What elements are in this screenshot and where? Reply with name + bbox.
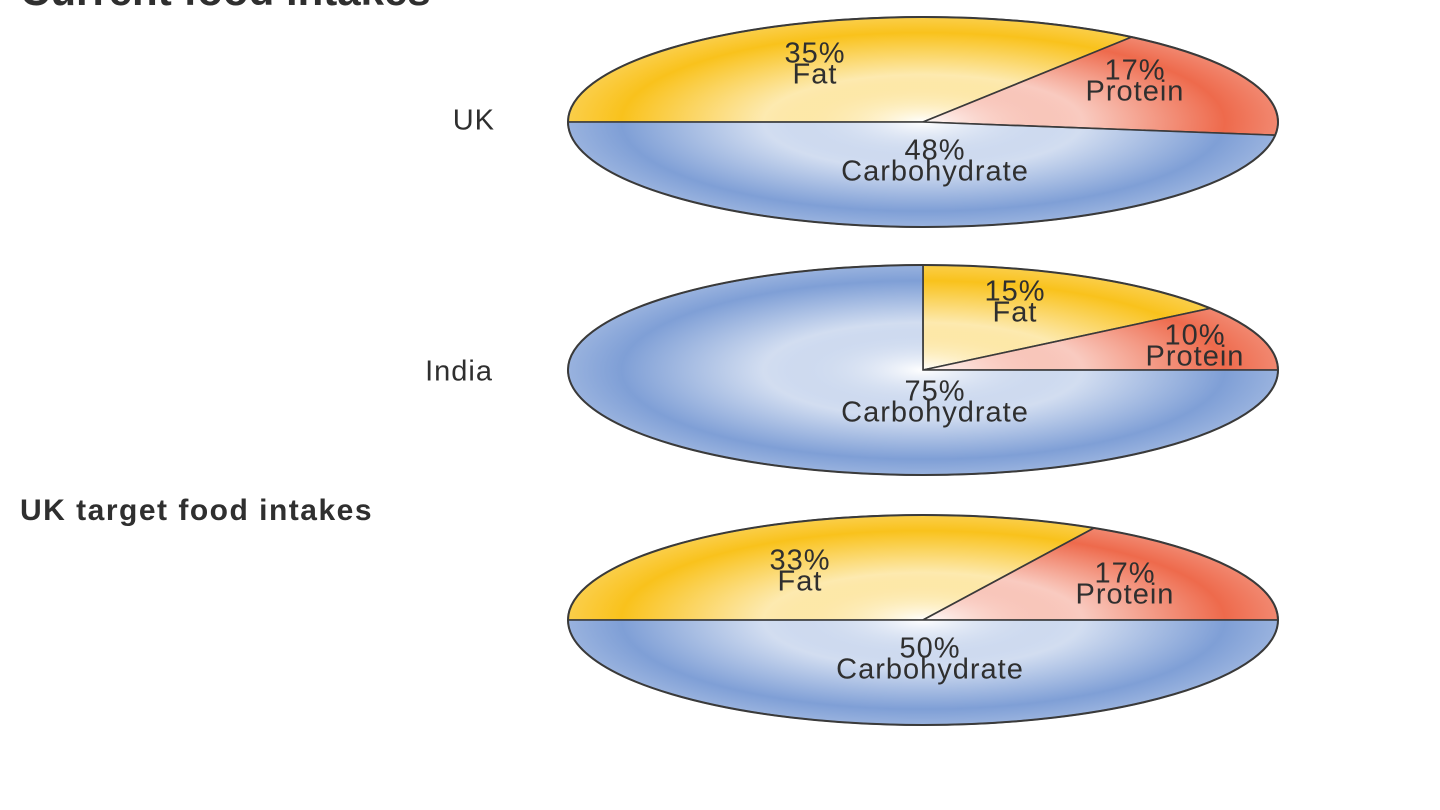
- slice-value-label: 75%: [904, 376, 965, 408]
- slice-value-label: 33%: [769, 545, 830, 577]
- slice-category-label: Protein: [1086, 76, 1185, 108]
- slice-category-label: Fat: [778, 566, 823, 598]
- slice-category-label: Protein: [1076, 579, 1175, 611]
- slice-category-label: Carbohydrate: [841, 397, 1029, 429]
- slice-value-label: 50%: [899, 633, 960, 665]
- pie-label: India: [425, 356, 493, 388]
- slice-value-label: 48%: [904, 135, 965, 167]
- slice-value-label: 15%: [984, 276, 1045, 308]
- slice-category-label: Fat: [793, 59, 838, 91]
- slice-category-label: Protein: [1146, 341, 1245, 373]
- slice-category-label: Carbohydrate: [836, 654, 1024, 686]
- slice-value-label: 17%: [1104, 55, 1165, 87]
- slice-value-label: 10%: [1164, 320, 1225, 352]
- slice-category-label: Fat: [993, 297, 1038, 329]
- pie-outline: [567, 16, 1279, 228]
- pie-outline: [567, 514, 1279, 726]
- heading: Current food intakes: [20, 0, 431, 14]
- slice-value-label: 17%: [1094, 558, 1155, 590]
- pie-label: UK: [453, 105, 495, 137]
- slice-category-label: Carbohydrate: [841, 156, 1029, 188]
- pie-outline: [567, 264, 1279, 476]
- slice-value-label: 35%: [784, 38, 845, 70]
- subheading: UK target food intakes: [20, 494, 373, 527]
